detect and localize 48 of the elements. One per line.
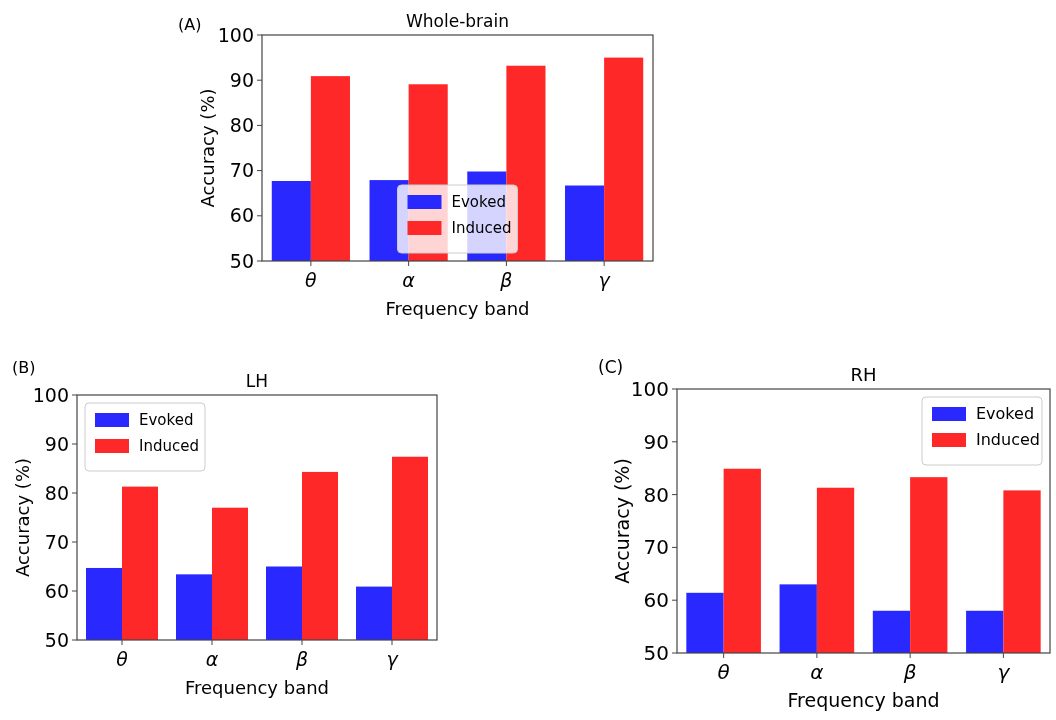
legend-label: Induced	[976, 430, 1040, 449]
x-axis-title: Frequency band	[385, 298, 530, 319]
x-tick-label: θ	[717, 660, 730, 684]
y-tick-label: 80	[229, 114, 254, 137]
y-tick-label: 80	[643, 482, 669, 507]
chart-title: LH	[245, 371, 269, 391]
y-tick-label: 50	[229, 249, 254, 272]
chart-title: Whole-brain	[406, 11, 509, 31]
x-tick-label: α	[205, 648, 219, 670]
x-tick-label: α	[402, 269, 416, 291]
x-tick-label: β	[499, 269, 513, 291]
y-tick-label: 100	[32, 383, 69, 406]
x-tick-label: γ	[598, 269, 612, 291]
x-tick-label: β	[294, 648, 309, 670]
x-tick-label: α	[810, 660, 824, 684]
y-axis-title: Accuracy (%)	[197, 88, 218, 208]
x-tick-label: γ	[997, 660, 1011, 684]
y-tick-label: 70	[44, 530, 69, 553]
chart-title: RH	[850, 364, 877, 385]
y-tick-label: 90	[229, 68, 254, 91]
y-tick-label: 70	[643, 535, 669, 560]
y-tick-label: 50	[44, 628, 69, 651]
text: (B)	[12, 358, 36, 377]
legend-label: Evoked	[451, 193, 506, 211]
text: (C)	[598, 357, 624, 377]
x-axis-title: Frequency band	[787, 689, 940, 711]
y-tick-label: 60	[643, 588, 669, 613]
y-tick-label: 100	[217, 23, 254, 46]
y-axis-title: Accuracy (%)	[12, 457, 33, 578]
legend-label: Induced	[139, 437, 199, 455]
y-tick-label: 90	[643, 429, 669, 454]
x-axis-title: Frequency band	[185, 677, 329, 698]
legend-label: Evoked	[139, 411, 194, 429]
text: (A)	[178, 15, 202, 34]
legend-label: Evoked	[976, 404, 1035, 423]
x-tick-label: β	[902, 660, 917, 684]
x-tick-label: γ	[386, 648, 400, 670]
y-tick-label: 50	[643, 641, 669, 665]
y-tick-label: 80	[44, 481, 69, 504]
legend-label: Induced	[451, 219, 512, 237]
y-tick-label: 60	[229, 204, 254, 227]
y-tick-label: 100	[630, 377, 669, 401]
x-tick-label: θ	[305, 269, 318, 291]
y-tick-label: 90	[44, 432, 69, 455]
y-tick-label: 60	[44, 579, 69, 602]
y-axis-title: Accuracy (%)	[611, 458, 633, 584]
y-tick-label: 70	[229, 159, 254, 182]
x-tick-label: θ	[116, 648, 129, 670]
